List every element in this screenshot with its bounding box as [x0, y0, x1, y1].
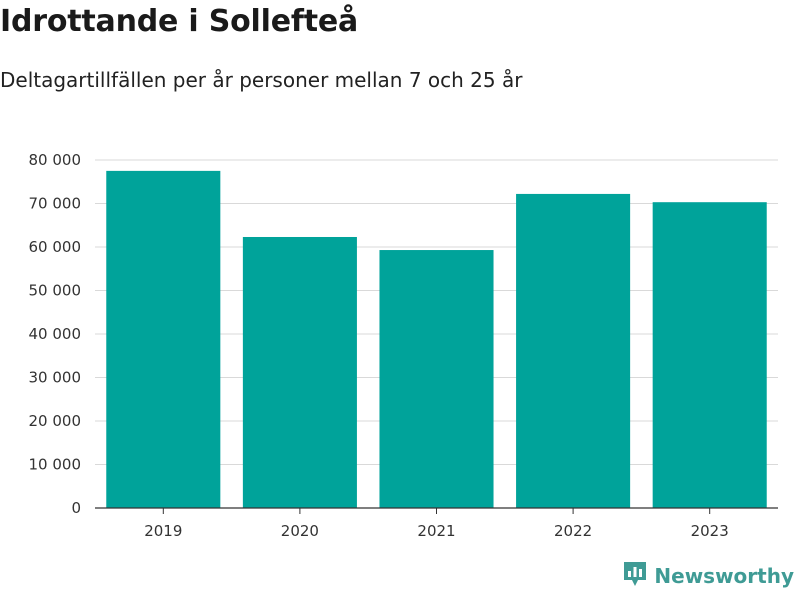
- chart-subtitle: Deltagartillfällen per år personer mella…: [0, 68, 523, 92]
- y-tick-label: 30 000: [29, 369, 82, 387]
- bar-2022: [516, 193, 631, 508]
- bar-2019: [106, 170, 221, 508]
- x-tick-label: 2020: [281, 522, 319, 540]
- x-tick-label: 2021: [417, 522, 455, 540]
- chart-title: Idrottande i Sollefteå: [0, 4, 359, 39]
- x-tick-label: 2022: [554, 522, 592, 540]
- y-tick-label: 80 000: [29, 151, 82, 169]
- brand-logo: Newsworthy: [622, 560, 794, 592]
- y-tick-label: 10 000: [29, 456, 82, 474]
- bar-2023: [652, 202, 767, 508]
- y-tick-label: 40 000: [29, 325, 82, 343]
- x-tick-label: 2019: [144, 522, 182, 540]
- y-tick-label: 0: [71, 499, 81, 517]
- brand-name: Newsworthy: [654, 564, 794, 588]
- bar-2021: [379, 250, 494, 509]
- newsworthy-logo-icon: [622, 560, 648, 592]
- y-tick-label: 70 000: [29, 195, 82, 213]
- x-tick-label: 2023: [691, 522, 729, 540]
- y-tick-label: 20 000: [29, 412, 82, 430]
- y-tick-label: 50 000: [29, 282, 82, 300]
- bar-2020: [242, 236, 357, 508]
- y-tick-label: 60 000: [29, 238, 82, 256]
